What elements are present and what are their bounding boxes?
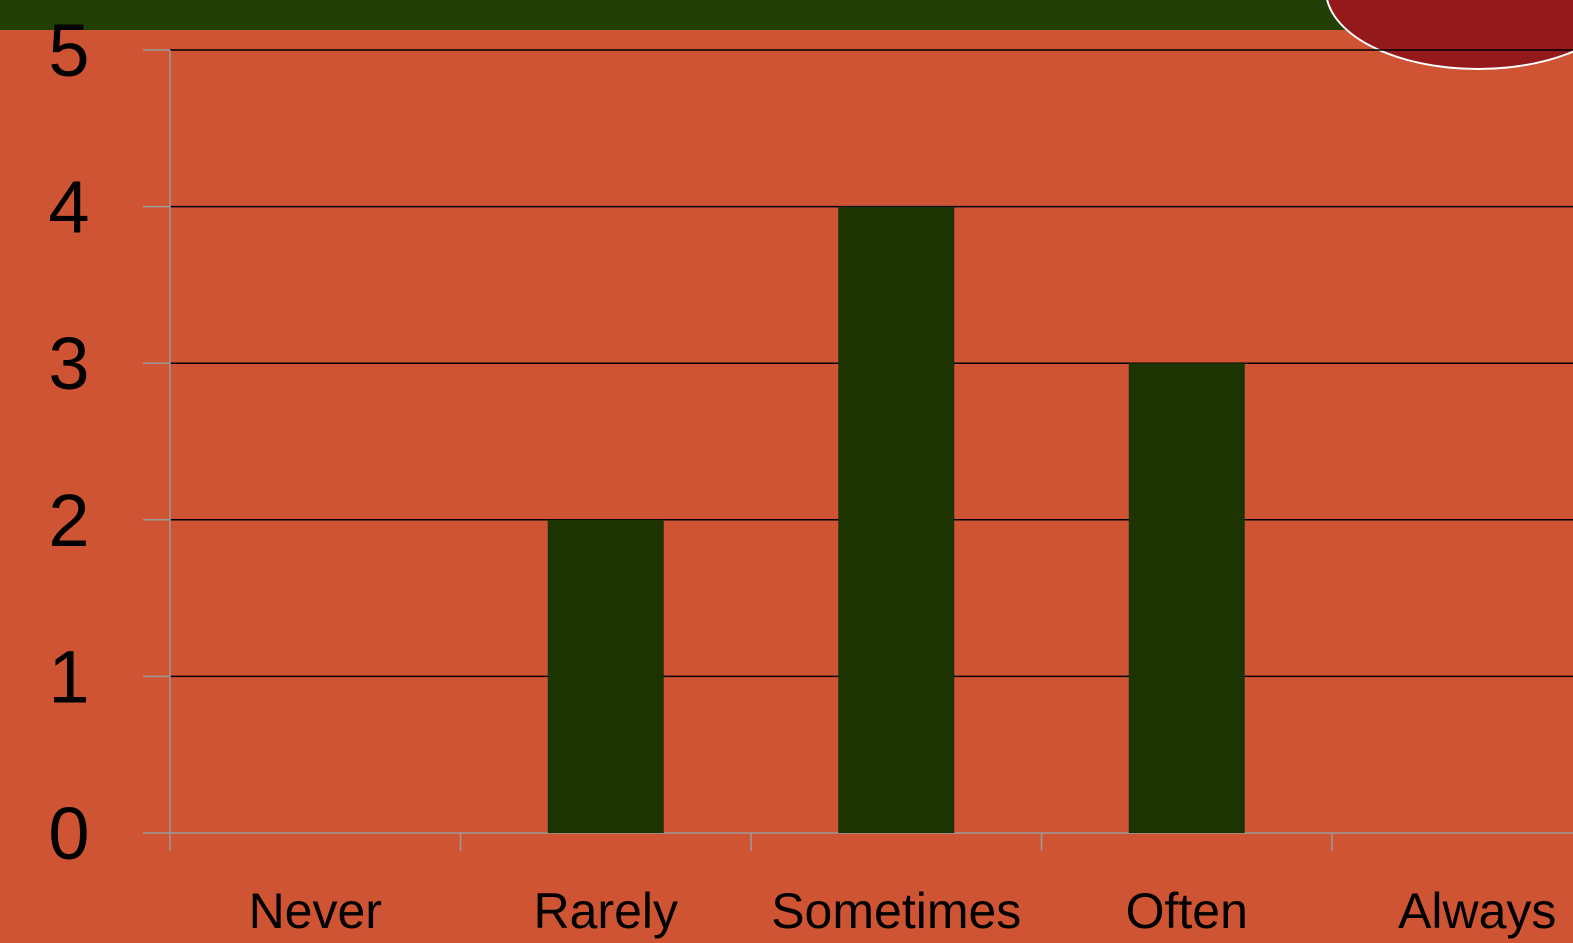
x-tick-label-sometimes: Sometimes (771, 883, 1021, 939)
bar-often (1128, 363, 1245, 833)
y-tick-label-0: 0 (48, 792, 89, 875)
x-tick-label-never: Never (249, 883, 382, 939)
x-tick-label-always: Always (1398, 883, 1556, 939)
bar-sometimes (838, 206, 955, 834)
y-tick-label-5: 5 (48, 9, 89, 92)
y-tick-label-4: 4 (48, 166, 89, 249)
bars (547, 206, 1245, 834)
bar-rarely (547, 519, 664, 833)
x-tick-label-rarely: Rarely (534, 883, 678, 939)
y-tick-label-3: 3 (48, 322, 89, 405)
y-tick-label-2: 2 (48, 479, 89, 562)
header-band (0, 0, 1573, 30)
x-tick-label-often: Often (1126, 883, 1248, 939)
tick-labels: 0 1 2 3 4 5 Never Rarely Sometimes Often Always (48, 9, 1556, 939)
y-tick-label-1: 1 (48, 635, 89, 718)
